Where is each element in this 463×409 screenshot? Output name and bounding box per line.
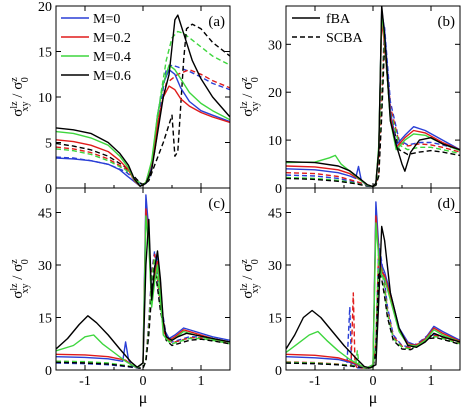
legend: fBA SCBA [292,12,363,46]
series-group [56,14,230,187]
legend-label: M=0.4 [93,50,131,65]
panel-frame [285,5,461,189]
y-tick-label: 15 [38,312,52,327]
y-axis-label-part: lz [239,101,250,109]
y-tick-label: 15 [268,312,282,327]
series-group [56,194,230,369]
series-line-M04-fba [286,222,460,369]
y-axis-label-part: lz [9,101,20,109]
y-axis-label-part: 0 [20,77,31,82]
y-tick-label: 0 [275,182,282,197]
series-line-M04-fba [286,12,460,188]
y-axis-label-part: / [10,272,26,284]
x-tick-label: 1 [428,374,435,389]
x-tick-label: 1 [198,374,205,389]
legend-label: M=0.6 [93,69,131,84]
y-tick-label: 10 [268,134,282,149]
y-axis-label-part: xy [250,101,261,111]
y-axis-label: σlzxy / σz0 [9,77,31,117]
legend-label: M=0 [93,12,120,27]
legend-label: M=0.2 [93,31,131,46]
series-group [286,6,460,188]
y-axis-label-part: 0 [250,77,261,82]
panel-label: (c) [208,196,225,212]
y-axis-label-part: σ [10,291,26,299]
legend-label: SCBA [326,31,363,46]
y-axis-label-part: xy [20,283,31,293]
y-axis-label-part: xy [250,283,261,293]
y-tick-label: 45 [38,207,52,222]
y-tick-label: 20 [268,86,282,101]
y-tick-label: 0 [275,364,282,379]
x-tick-label: -1 [309,374,321,389]
series-line-M06-fba [286,6,460,188]
series-line-M04-scba [56,257,230,369]
x-tick-label: -1 [79,374,91,389]
y-tick-label: 30 [268,38,282,53]
y-tick-label: 30 [38,259,52,274]
y-axis-label-part: 0 [250,259,261,264]
legend: M=0 M=0.2 M=0.4 M=0.6 [61,12,131,84]
series-line-M06-scba [56,23,230,186]
y-axis-label-part: lz [9,283,20,291]
y-tick-label: 10 [38,91,52,106]
x-axis-label: μ [139,390,148,407]
y-axis-label-part: z [239,259,250,264]
y-tick-label: 0 [45,182,52,197]
series-line-M04-scba [56,30,230,186]
y-axis-label: σlzxy / σz0 [9,259,31,299]
panel-label: (b) [438,14,456,30]
series-group [286,201,460,369]
panel-label: (a) [208,14,225,30]
y-axis-label-part: lz [239,283,250,291]
y-axis-label: σlzxy / σz0 [239,77,261,117]
y-axis-label-part: σ [240,291,256,299]
series-line-M02-scba [56,69,230,186]
y-tick-label: 15 [38,46,52,61]
panel-frame [55,5,231,189]
y-tick-label: 45 [268,207,282,222]
y-axis-label-part: xy [20,101,31,111]
y-axis-label-part: σ [10,109,26,117]
series-line-M06-fba [286,225,460,369]
x-axis-label: μ [369,390,378,407]
y-axis-label-part: σ [240,109,256,117]
x-tick-label: 0 [370,374,377,389]
y-tick-label: 5 [45,137,52,152]
y-axis-label-part: 0 [20,259,31,264]
y-axis-label: σlzxy / σz0 [239,259,261,299]
y-axis-label-part: / [10,90,26,102]
y-axis-label-part: σ [240,264,256,272]
series-line-M02-scba [286,34,460,188]
y-axis-label-part: / [240,90,256,102]
series-line-M04-scba [286,34,460,188]
y-tick-label: 0 [45,364,52,379]
y-tick-label: 20 [38,0,52,15]
y-axis-label-part: / [240,272,256,284]
y-axis-label-part: σ [240,82,256,90]
series-line-M06-fba [56,218,230,368]
series-line-M06-scba [286,271,460,369]
x-tick-label: 0 [140,374,147,389]
legend-label: fBA [326,12,351,27]
y-axis-label-part: z [9,77,20,82]
series-line-M04-fba [56,64,230,187]
series-line-M06-scba [286,43,460,188]
panel-label: (d) [438,196,456,212]
series-line-M0-fba [56,69,230,187]
series-line-M06-fba [56,14,230,187]
y-axis-label-part: σ [10,264,26,272]
y-axis-label-part: σ [10,82,26,90]
y-axis-label-part: z [239,77,250,82]
y-axis-label-part: z [9,259,20,264]
y-tick-label: 30 [268,259,282,274]
